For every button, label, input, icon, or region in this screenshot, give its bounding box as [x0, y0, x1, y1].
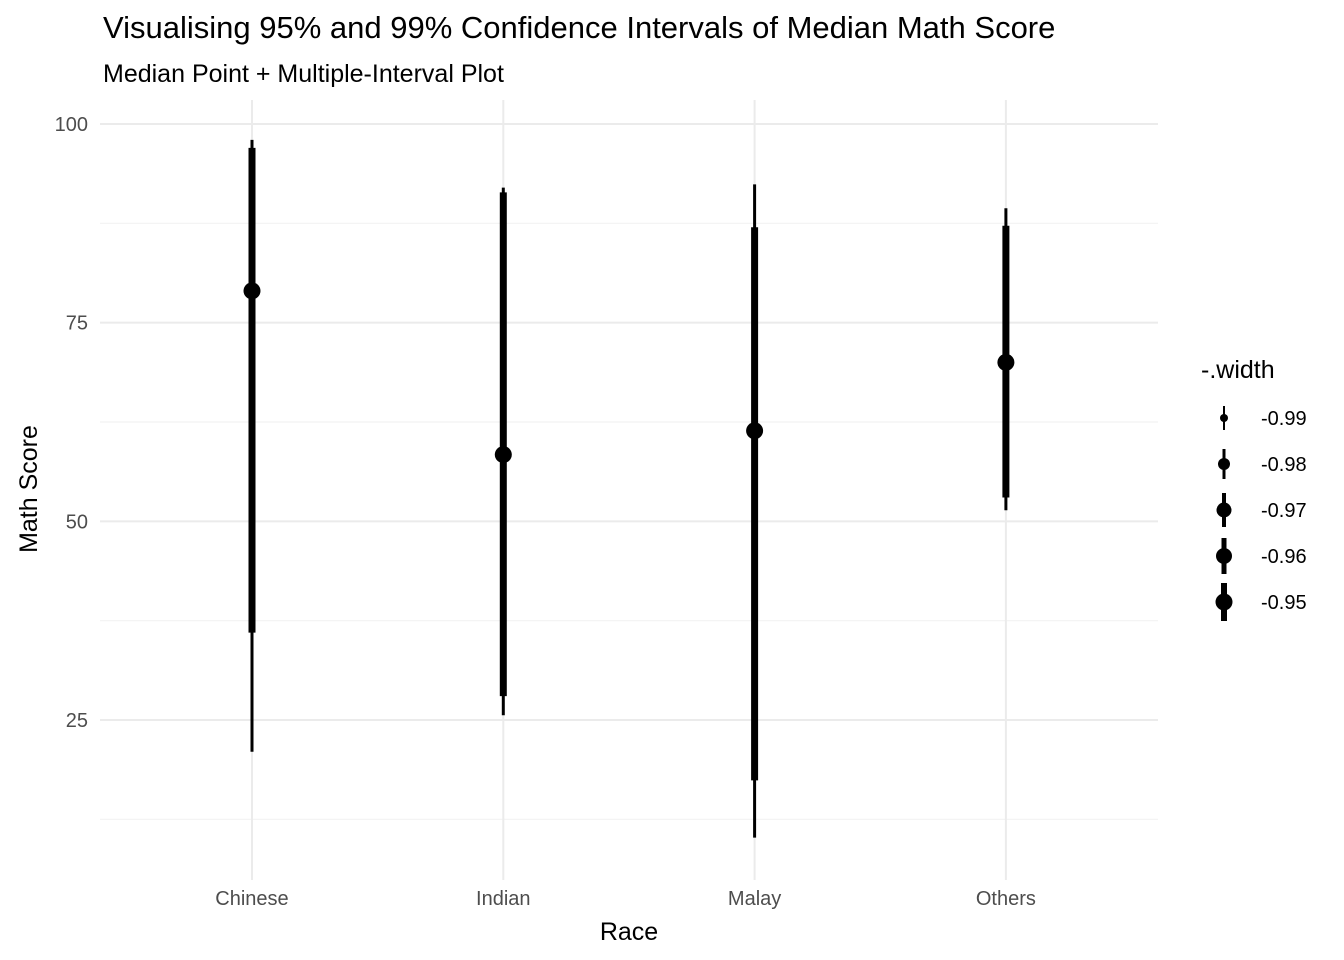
y-tick-label: 75 — [66, 313, 88, 335]
legend-key-point — [1220, 414, 1228, 422]
legend-label: -0.98 — [1261, 454, 1307, 476]
chart-title: Visualising 95% and 99% Confidence Inter… — [103, 10, 1056, 45]
legend-key-point — [1216, 548, 1232, 564]
legend-key-point — [1216, 502, 1232, 518]
legend-label: -0.99 — [1261, 408, 1307, 430]
legend-label: -0.96 — [1261, 546, 1307, 568]
legend-key-point — [1218, 458, 1230, 470]
x-tick-label: Indian — [476, 888, 531, 910]
y-tick-label: 100 — [55, 114, 88, 136]
grid-major — [100, 100, 1158, 880]
y-axis-title: Math Score — [15, 425, 43, 553]
median-points — [243, 282, 1015, 464]
median-point-malay — [746, 422, 764, 440]
legend-label: -0.97 — [1261, 500, 1307, 522]
median-point-others — [997, 353, 1015, 371]
legend: -0.99 -0.98 -0.97 -0.96 -0.95 — [1215, 406, 1307, 621]
x-tick-label: Others — [976, 888, 1036, 910]
x-tick-labels: Chinese Indian Malay Others — [215, 888, 1036, 910]
legend-title: -.width — [1201, 356, 1275, 384]
y-tick-label: 50 — [66, 511, 88, 533]
grid-minor — [100, 222, 1158, 820]
y-tick-label: 25 — [66, 710, 88, 732]
intervals — [248, 139, 1010, 838]
median-point-indian — [494, 446, 512, 464]
chart-subtitle: Median Point + Multiple-Interval Plot — [103, 60, 504, 88]
x-axis-title: Race — [600, 918, 658, 946]
legend-key-point — [1215, 593, 1233, 611]
x-tick-label: Chinese — [215, 888, 288, 910]
median-point-chinese — [243, 282, 261, 300]
legend-label: -0.95 — [1261, 592, 1307, 614]
y-tick-labels: 25 50 75 100 — [55, 114, 88, 732]
x-tick-label: Malay — [728, 888, 781, 910]
